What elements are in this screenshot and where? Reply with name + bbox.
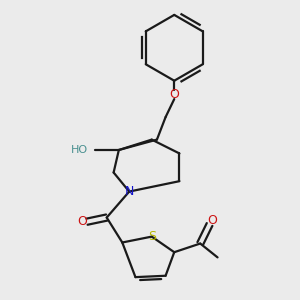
Text: N: N	[124, 185, 134, 198]
Text: O: O	[77, 215, 87, 228]
Text: O: O	[207, 214, 217, 227]
Text: O: O	[169, 88, 179, 101]
Text: S: S	[148, 230, 156, 243]
Text: HO: HO	[70, 145, 88, 155]
